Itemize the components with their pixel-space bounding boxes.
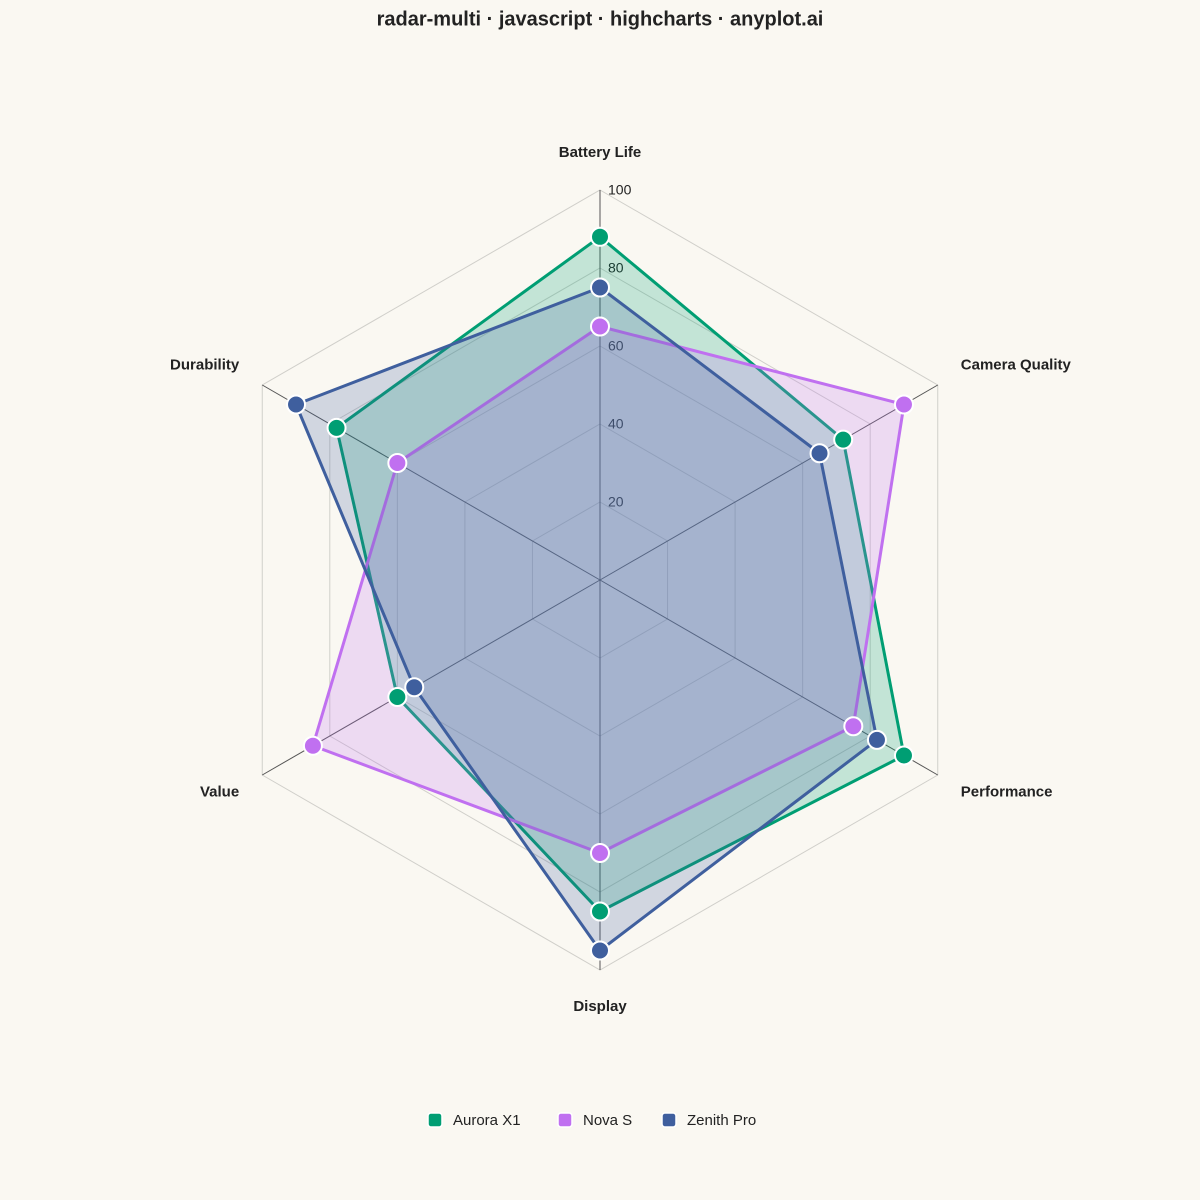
data-point [590, 316, 610, 337]
legend-swatch[interactable] [427, 1112, 443, 1128]
data-point [809, 443, 830, 464]
axis-label: Durability [170, 356, 240, 373]
legend-label[interactable]: Nova S [583, 1112, 632, 1129]
data-point [833, 429, 854, 450]
data-point [387, 453, 408, 473]
tick-label: 80 [608, 260, 624, 276]
data-point [590, 901, 610, 922]
legend-label[interactable]: Zenith Pro [687, 1112, 756, 1129]
tick-label: 20 [608, 494, 624, 510]
tick-label: 60 [608, 338, 624, 354]
axis-label: Battery Life [559, 144, 642, 161]
data-point [590, 226, 610, 247]
axis-label: Camera Quality [961, 356, 1072, 373]
data-point [866, 729, 887, 750]
tick-label: 100 [608, 182, 632, 198]
data-point [893, 394, 914, 415]
axis-label: Value [200, 783, 239, 800]
axis-spoke [262, 384, 601, 581]
legend-swatch[interactable] [557, 1112, 573, 1128]
data-point [590, 277, 610, 298]
tick-label: 40 [608, 416, 624, 432]
data-point [286, 394, 307, 415]
legend-swatch[interactable] [661, 1112, 677, 1128]
data-point [302, 735, 323, 756]
data-point [326, 417, 347, 438]
axis-spoke [599, 384, 938, 581]
data-point [843, 716, 864, 737]
axis-label: Display [573, 998, 627, 1015]
data-point [387, 687, 408, 707]
chart-title: radar-multi · javascript · highcharts · … [377, 8, 824, 30]
data-point [590, 940, 610, 961]
legend-label[interactable]: Aurora X1 [453, 1112, 521, 1129]
data-point [893, 745, 914, 766]
data-point [404, 677, 425, 698]
axis-label: Performance [961, 783, 1053, 800]
data-point [590, 843, 610, 863]
